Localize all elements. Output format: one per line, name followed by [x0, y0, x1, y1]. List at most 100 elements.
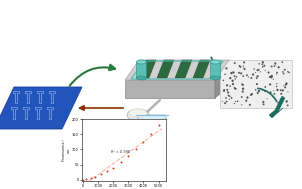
Point: [255, 69, 260, 72]
Point: [268, 75, 272, 78]
Polygon shape: [0, 87, 82, 129]
Point: [256, 68, 261, 71]
Point: [274, 85, 279, 88]
Point: [255, 75, 260, 78]
Point: [273, 62, 278, 65]
Polygon shape: [125, 60, 229, 80]
Point: [230, 83, 235, 86]
Point: [244, 100, 249, 103]
Polygon shape: [269, 96, 285, 118]
Point: [263, 69, 268, 72]
Point: [224, 100, 229, 103]
Point: [232, 62, 237, 65]
Point: [283, 86, 288, 89]
Polygon shape: [210, 62, 220, 78]
Polygon shape: [215, 60, 229, 98]
Point: [242, 61, 246, 64]
Point: [285, 90, 290, 93]
Point: [281, 72, 286, 75]
Text: R² = 0.998: R² = 0.998: [111, 150, 130, 154]
Point: [253, 71, 258, 74]
Polygon shape: [138, 115, 166, 139]
Point: [284, 100, 289, 103]
Point: [275, 88, 280, 91]
Point: [231, 71, 236, 74]
Point: [149, 132, 153, 135]
Point: [232, 87, 237, 90]
Ellipse shape: [137, 60, 146, 64]
Ellipse shape: [210, 76, 220, 80]
Point: [248, 103, 252, 106]
Point: [232, 102, 237, 105]
Point: [245, 74, 249, 77]
Point: [233, 100, 238, 103]
Ellipse shape: [137, 76, 146, 80]
Point: [256, 90, 261, 93]
Point: [278, 89, 283, 92]
Point: [260, 65, 265, 68]
Ellipse shape: [129, 109, 147, 117]
Point: [269, 76, 274, 79]
Point: [282, 68, 287, 71]
Ellipse shape: [210, 60, 220, 64]
Point: [240, 83, 245, 86]
Point: [141, 140, 146, 143]
Point: [227, 98, 232, 101]
Point: [272, 65, 277, 68]
Point: [272, 92, 277, 95]
Point: [228, 85, 233, 88]
Point: [261, 100, 266, 103]
Point: [271, 89, 276, 92]
Point: [234, 75, 239, 78]
Point: [221, 89, 226, 92]
Y-axis label: Fluorescence /
a.u.: Fluorescence / a.u.: [62, 139, 71, 161]
Point: [258, 70, 262, 73]
Point: [241, 87, 246, 90]
Point: [99, 173, 104, 176]
Point: [263, 90, 268, 93]
Point: [233, 77, 238, 81]
Polygon shape: [193, 60, 210, 78]
Point: [274, 73, 279, 76]
Point: [285, 70, 290, 73]
Point: [268, 91, 273, 94]
Point: [263, 85, 268, 88]
Point: [223, 96, 228, 99]
Point: [244, 99, 249, 102]
Point: [253, 88, 258, 91]
Point: [242, 68, 247, 71]
Point: [230, 79, 235, 82]
Point: [81, 178, 85, 181]
Point: [272, 92, 277, 95]
Point: [229, 72, 234, 75]
Point: [255, 83, 259, 86]
Point: [249, 93, 254, 96]
Point: [220, 100, 225, 103]
Point: [156, 123, 161, 126]
Point: [271, 78, 276, 81]
Point: [281, 70, 285, 74]
Point: [268, 83, 273, 86]
Point: [227, 95, 232, 98]
Point: [237, 64, 242, 67]
Point: [269, 65, 274, 68]
Point: [272, 61, 277, 64]
Point: [118, 161, 123, 164]
Polygon shape: [157, 60, 174, 78]
Point: [133, 148, 138, 151]
Point: [284, 82, 289, 85]
Point: [228, 77, 233, 80]
Point: [275, 82, 279, 85]
Polygon shape: [125, 80, 215, 98]
Point: [223, 73, 228, 76]
Point: [252, 67, 256, 70]
Polygon shape: [139, 60, 156, 78]
Point: [111, 166, 116, 169]
Point: [251, 73, 255, 76]
Point: [93, 175, 98, 178]
Point: [257, 62, 262, 65]
Point: [280, 61, 285, 64]
Point: [232, 75, 237, 78]
Point: [126, 155, 131, 158]
Point: [223, 102, 227, 105]
